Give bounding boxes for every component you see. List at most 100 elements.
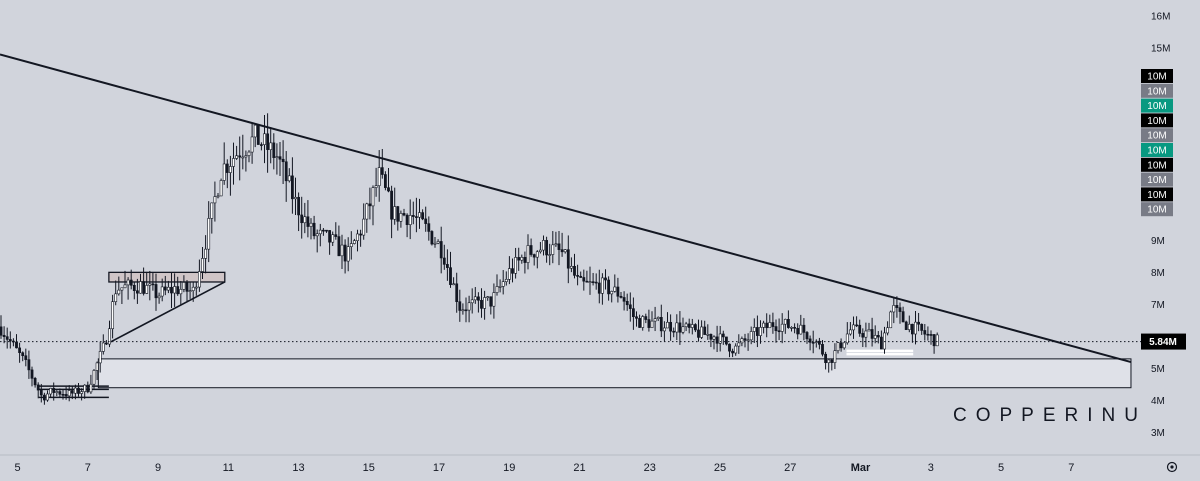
candle bbox=[390, 185, 394, 239]
candle-body bbox=[746, 339, 750, 342]
candle bbox=[139, 273, 142, 294]
candle bbox=[393, 187, 397, 225]
candle-body bbox=[185, 282, 189, 292]
candle bbox=[346, 237, 350, 272]
candle bbox=[229, 155, 232, 196]
candle bbox=[250, 123, 254, 164]
candle bbox=[2, 326, 6, 344]
candle-body bbox=[628, 304, 632, 309]
candle bbox=[343, 239, 347, 274]
candle bbox=[501, 270, 505, 295]
candle-body bbox=[346, 246, 350, 262]
candle bbox=[421, 209, 425, 221]
candle-body bbox=[98, 351, 102, 364]
candle bbox=[628, 292, 632, 322]
candle-body bbox=[935, 334, 939, 347]
candle-body bbox=[136, 290, 139, 294]
scale-tag bbox=[1141, 128, 1173, 143]
candle-body bbox=[811, 342, 815, 344]
candle bbox=[371, 185, 375, 226]
scale-tag bbox=[1141, 157, 1173, 172]
candle bbox=[58, 388, 62, 398]
candle-body bbox=[523, 257, 527, 263]
candle-body bbox=[452, 283, 456, 286]
support-zone-box[interactable] bbox=[97, 358, 1132, 389]
candle bbox=[430, 230, 434, 246]
candle bbox=[198, 259, 201, 292]
candle-body bbox=[656, 317, 660, 319]
price-tick-label: 7M bbox=[1151, 300, 1165, 311]
candle bbox=[349, 231, 353, 260]
resistance-box[interactable] bbox=[108, 271, 226, 283]
candle bbox=[0, 315, 3, 339]
candle bbox=[638, 314, 642, 328]
candle bbox=[154, 273, 158, 311]
candle bbox=[883, 326, 886, 354]
candle-body bbox=[414, 216, 418, 218]
candle-body bbox=[309, 222, 313, 227]
time-axis[interactable]: 5 7 9 11 13 15 17 19 21 23 25 27 Mar 3 5 7 bbox=[0, 454, 1200, 474]
candle bbox=[315, 229, 319, 253]
candle-body bbox=[759, 327, 762, 336]
candle-body bbox=[436, 241, 440, 244]
candle bbox=[563, 249, 567, 254]
candle bbox=[504, 271, 508, 286]
candle bbox=[64, 386, 68, 400]
candle bbox=[436, 239, 440, 245]
candle-body bbox=[157, 295, 161, 299]
candle bbox=[418, 198, 421, 229]
candle-body bbox=[693, 324, 697, 331]
candle-body bbox=[24, 355, 28, 360]
candle-body bbox=[213, 196, 217, 204]
candle-body bbox=[126, 279, 130, 286]
candle-body bbox=[49, 387, 53, 395]
candle-body bbox=[167, 286, 170, 291]
candle bbox=[681, 317, 685, 335]
candle bbox=[926, 326, 930, 341]
candle bbox=[194, 282, 198, 296]
candle-body bbox=[752, 327, 756, 332]
candle-body bbox=[600, 277, 604, 294]
candle bbox=[576, 264, 580, 286]
candle bbox=[864, 322, 868, 348]
candle-body bbox=[290, 175, 294, 200]
candle bbox=[799, 314, 803, 335]
price-axis[interactable]: 3M 4M 5M 7M 8M 9M 15M 16M bbox=[1151, 12, 1170, 440]
candle bbox=[442, 244, 446, 270]
candle bbox=[749, 326, 753, 345]
candle-body bbox=[864, 330, 868, 338]
candle bbox=[445, 249, 449, 281]
candle bbox=[759, 320, 762, 344]
candle-body bbox=[879, 336, 883, 350]
candle-body bbox=[467, 302, 471, 311]
candle bbox=[309, 218, 313, 240]
candle bbox=[455, 272, 459, 313]
descending-trendline[interactable] bbox=[0, 53, 1132, 364]
scale-tag-label: 10M bbox=[1147, 190, 1166, 201]
candle bbox=[910, 323, 914, 343]
candle bbox=[325, 229, 328, 233]
candle bbox=[489, 296, 493, 315]
candle-body bbox=[219, 180, 223, 197]
candle bbox=[793, 323, 797, 334]
candle bbox=[145, 271, 149, 295]
candle-body bbox=[867, 329, 871, 332]
candle-body bbox=[64, 394, 68, 397]
candle bbox=[328, 230, 332, 255]
candle bbox=[641, 315, 645, 331]
candle bbox=[458, 289, 462, 322]
candle bbox=[631, 297, 635, 330]
drawing-layer[interactable] bbox=[0, 53, 1132, 399]
settings-gear-icon[interactable] bbox=[1166, 461, 1178, 473]
candle bbox=[39, 383, 43, 403]
candle-body bbox=[225, 163, 229, 173]
candle-body bbox=[111, 301, 115, 330]
candle bbox=[672, 327, 676, 338]
candle bbox=[24, 348, 28, 367]
candle-body bbox=[182, 282, 186, 290]
ascending-trendline[interactable] bbox=[108, 281, 226, 344]
candle bbox=[579, 271, 583, 278]
candle-body bbox=[256, 124, 260, 145]
candle-body bbox=[762, 322, 766, 328]
